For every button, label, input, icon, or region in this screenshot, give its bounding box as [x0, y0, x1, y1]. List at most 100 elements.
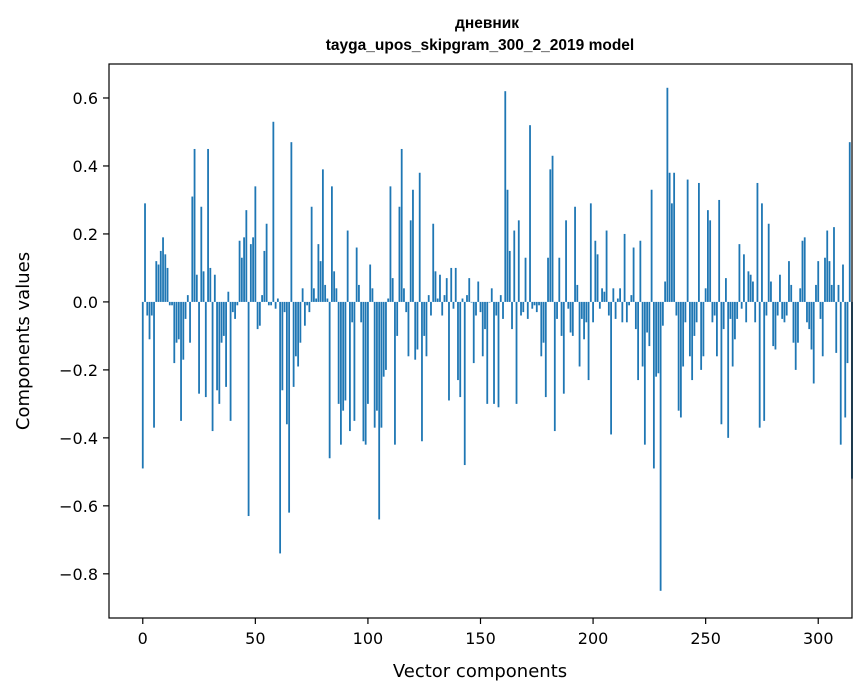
bar-component-235 — [670, 203, 673, 302]
y-tick-label: −0.2 — [59, 361, 98, 380]
bar-component-32 — [213, 274, 216, 302]
bar-component-163 — [508, 250, 511, 302]
bar-component-208 — [610, 301, 612, 435]
bar-component-115 — [400, 148, 403, 302]
bar-component-295 — [806, 301, 808, 323]
bar-component-90 — [344, 301, 347, 401]
bar-component-24 — [195, 274, 198, 302]
bar-component-1 — [144, 203, 146, 302]
bar-component-93 — [351, 301, 354, 323]
bar-component-64 — [285, 301, 288, 425]
bar-component-291 — [797, 301, 799, 343]
bar-component-7 — [157, 264, 160, 302]
bar-component-229 — [657, 301, 660, 374]
bar-component-271 — [752, 281, 754, 302]
bar-component-46 — [245, 210, 248, 302]
bar-component-299 — [815, 284, 817, 302]
bar-component-81 — [324, 284, 327, 302]
bar-component-121 — [414, 301, 417, 360]
bar-component-231 — [661, 301, 664, 326]
bar-component-100 — [367, 301, 369, 404]
bar-component-283 — [779, 274, 781, 302]
bar-component-203 — [598, 301, 601, 309]
bar-component-143 — [463, 301, 466, 466]
bar-component-160 — [502, 301, 504, 319]
bar-component-314 — [848, 142, 851, 302]
bar-component-244 — [691, 301, 694, 381]
bar-component-279 — [770, 281, 772, 302]
bar-component-80 — [321, 169, 324, 302]
y-tick-label: 0.6 — [73, 89, 98, 108]
bar-component-281 — [774, 301, 777, 350]
bar-component-304 — [826, 230, 829, 302]
bar-component-76 — [312, 288, 315, 302]
bar-component-44 — [240, 257, 243, 302]
bar-component-222 — [641, 301, 644, 367]
bar-component-179 — [544, 301, 547, 398]
bar-component-162 — [506, 189, 509, 302]
bar-component-79 — [319, 261, 322, 302]
bar-component-262 — [731, 301, 734, 367]
bar-component-268 — [745, 301, 748, 323]
bar-component-59 — [274, 301, 277, 309]
bar-component-106 — [380, 301, 383, 428]
bar-component-41 — [234, 301, 236, 319]
bar-component-48 — [249, 244, 252, 302]
bar-component-128 — [430, 301, 432, 316]
bar-component-39 — [229, 301, 232, 421]
bar-component-236 — [673, 172, 676, 302]
bar-component-221 — [639, 240, 642, 302]
bar-component-282 — [776, 301, 779, 316]
bar-component-47 — [247, 301, 250, 517]
bar-component-237 — [675, 301, 678, 316]
bar-component-186 — [560, 301, 563, 336]
bar-component-92 — [349, 301, 351, 432]
y-tick-label: −0.6 — [59, 497, 98, 516]
bar-component-88 — [340, 301, 342, 445]
bar-component-180 — [547, 257, 549, 302]
bar-component-94 — [353, 301, 356, 421]
bar-component-109 — [387, 298, 390, 302]
bar-component-18 — [182, 301, 185, 360]
bar-component-288 — [790, 284, 793, 302]
bar-component-138 — [452, 301, 455, 309]
bar-component-66 — [290, 142, 293, 302]
bar-component-102 — [371, 288, 374, 302]
bar-component-211 — [616, 298, 619, 302]
bar-component-169 — [522, 301, 525, 313]
bar-component-16 — [177, 301, 180, 340]
bar-component-164 — [511, 301, 513, 330]
x-axis-ticks: 0 50 100 150 200 250 300 — [138, 618, 834, 648]
bar-component-259 — [725, 278, 727, 302]
bar-component-131 — [436, 298, 439, 302]
bar-component-140 — [457, 301, 459, 381]
bar-component-21 — [189, 301, 191, 343]
bar-component-194 — [578, 301, 581, 367]
bar-component-17 — [180, 301, 182, 421]
bar-component-294 — [803, 237, 806, 302]
bar-component-74 — [308, 301, 311, 313]
bar-component-266 — [740, 301, 743, 309]
bar-component-204 — [601, 288, 603, 302]
bar-component-113 — [396, 301, 399, 336]
bar-component-139 — [454, 267, 457, 302]
bar-component-49 — [252, 237, 254, 302]
bar-component-8 — [159, 250, 162, 302]
bar-component-157 — [495, 301, 498, 316]
bar-component-220 — [637, 301, 640, 381]
bar-component-276 — [763, 301, 766, 421]
bar-component-270 — [749, 274, 752, 302]
bar-component-166 — [515, 301, 518, 404]
bar-component-250 — [704, 288, 707, 302]
bar-component-42 — [236, 301, 239, 306]
bar-component-187 — [562, 301, 565, 394]
bar-component-245 — [693, 301, 696, 336]
bar-component-188 — [565, 220, 567, 302]
bar-component-189 — [567, 301, 570, 309]
bar-component-289 — [792, 301, 795, 343]
x-axis-label: Vector components — [393, 661, 567, 682]
bar-component-260 — [727, 301, 730, 438]
bar-component-20 — [186, 295, 189, 302]
bar-component-239 — [679, 301, 682, 418]
